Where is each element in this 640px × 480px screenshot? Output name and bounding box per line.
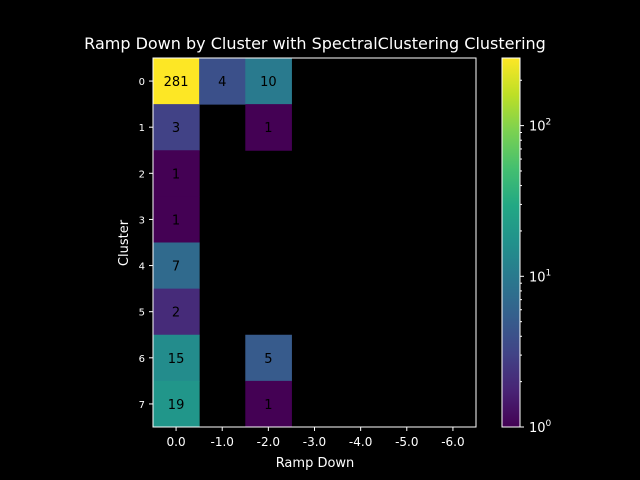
- y-axis-label: Cluster: [117, 219, 132, 266]
- heatmap-cell: [245, 58, 292, 105]
- x-tick-label: -2.0: [257, 435, 280, 449]
- y-tick-label: 6: [139, 354, 145, 365]
- heatmap-cell: [153, 58, 200, 105]
- x-tick-label: -1.0: [211, 435, 234, 449]
- x-axis-ticks: 0.0 -1.0 -2.0 -3.0 -4.0 -5.0 -6.0: [167, 427, 465, 449]
- heatmap-cell: [153, 288, 200, 336]
- chart-title: Ramp Down by Cluster with SpectralCluste…: [84, 34, 546, 53]
- heatmap-cell: [153, 334, 200, 382]
- heatmap-cell: [245, 334, 292, 382]
- colorbar: [501, 57, 521, 428]
- heatmap-cell: [153, 104, 200, 151]
- heatmap-cell: [153, 242, 200, 290]
- cell-value-label: 7: [172, 260, 180, 275]
- x-axis-label: Ramp Down: [276, 456, 355, 471]
- x-tick-label: -3.0: [303, 435, 326, 449]
- y-axis-ticks: 0 1 2 3 4 5 6 7: [139, 77, 153, 411]
- y-tick-label: 4: [139, 262, 145, 273]
- heatmap-cell: [245, 104, 292, 151]
- cell-value-label: 5: [264, 352, 272, 367]
- cell-value-label: 4: [218, 75, 226, 90]
- cell-value-label: 10: [260, 75, 277, 90]
- y-tick-label: 2: [139, 169, 145, 180]
- heatmap-cell: [199, 58, 246, 105]
- x-tick-label: 0.0: [167, 435, 186, 449]
- heatmap-cells: 281 4 10 3 1 1 1 7 2 15 5 19 1: [153, 58, 292, 428]
- cell-value-label: 1: [264, 398, 272, 413]
- y-tick-label: 0: [139, 77, 145, 88]
- heatmap-cell: [245, 380, 292, 428]
- plot-frame: [152, 57, 477, 428]
- y-tick-label: 1: [139, 123, 145, 134]
- x-tick-label: -6.0: [441, 435, 464, 449]
- colorbar-tick-label: 101: [529, 268, 551, 285]
- colorbar-tick-label: 102: [529, 118, 551, 135]
- cell-value-label: 281: [164, 75, 189, 90]
- cell-value-label: 3: [172, 121, 180, 136]
- cell-value-label: 2: [172, 306, 180, 321]
- heatmap-cell: [153, 380, 200, 428]
- heatmap-cell: [153, 150, 200, 197]
- colorbar-tick-label: 100: [529, 419, 552, 436]
- x-tick-label: -4.0: [349, 435, 372, 449]
- colorbar-ticks: 100 101 102: [520, 79, 552, 436]
- cell-value-label: 1: [172, 167, 180, 182]
- cell-value-label: 19: [168, 398, 185, 413]
- cell-value-label: 1: [264, 121, 272, 136]
- y-tick-label: 7: [139, 400, 145, 411]
- y-tick-label: 5: [139, 308, 145, 319]
- cell-value-label: 15: [168, 352, 185, 367]
- x-tick-label: -5.0: [395, 435, 418, 449]
- cell-value-label: 1: [172, 213, 180, 228]
- heatmap-cell: [153, 196, 200, 243]
- y-tick-label: 3: [139, 215, 145, 226]
